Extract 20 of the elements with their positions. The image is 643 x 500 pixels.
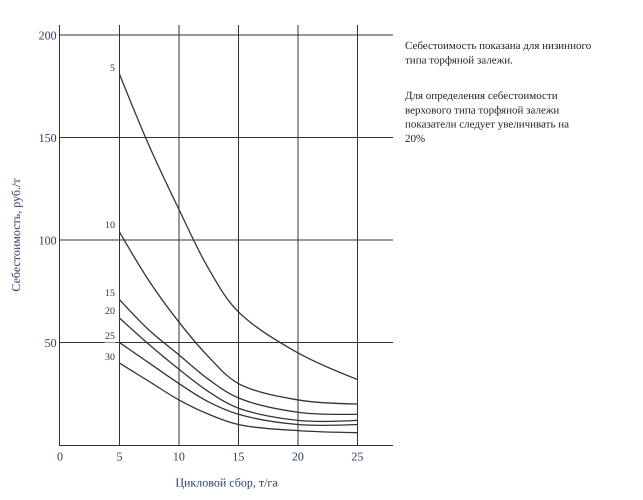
x-tick-label: 0 xyxy=(57,449,63,464)
y-tick-label: 200 xyxy=(38,28,57,42)
text: Себестоимость показана для низинного типа торфяной залежи. xyxy=(405,40,592,66)
series-label: 5 xyxy=(110,63,115,74)
series-label: 20 xyxy=(105,306,115,317)
series-label: 30 xyxy=(105,352,115,363)
series-label: 15 xyxy=(105,288,115,299)
x-axis-title: Цикловой сбор, т/га xyxy=(175,475,278,490)
x-tick-label: 10 xyxy=(172,449,185,464)
y-axis-title: Себестоимость, руб./т xyxy=(8,178,23,292)
x-tick-label: 15 xyxy=(232,449,244,464)
text: Для определения себестоимости верхового типа торфяной залежи показатели следует увеличивать на 20% xyxy=(405,90,570,145)
x-tick-label: 5 xyxy=(116,449,122,464)
series-label: 10 xyxy=(105,220,115,231)
y-tick-label: 150 xyxy=(38,130,57,145)
y-tick-label: 50 xyxy=(44,336,57,350)
y-tick-label: 100 xyxy=(38,233,57,248)
x-tick-label: 25 xyxy=(351,449,364,464)
x-tick-label: 20 xyxy=(292,449,304,464)
series-label: 25 xyxy=(105,331,115,342)
